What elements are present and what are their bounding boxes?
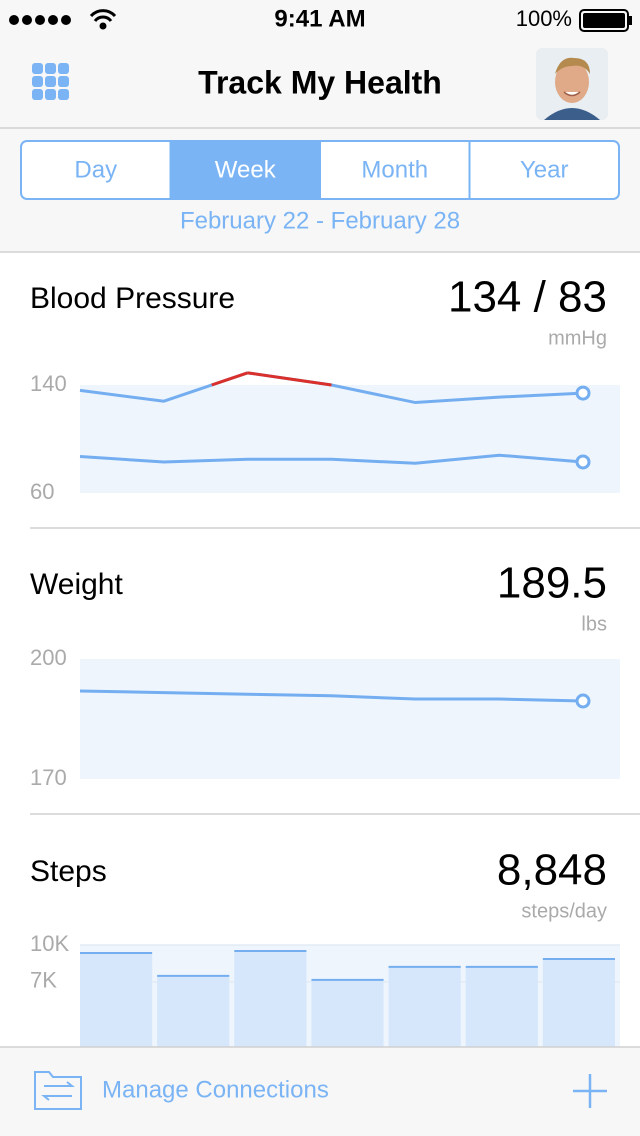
manage-connections[interactable]: Manage Connections	[102, 1076, 329, 1103]
y-tick-label: 60	[30, 479, 54, 504]
y-tick-label: 200	[30, 645, 67, 670]
segment-label[interactable]: Week	[215, 156, 277, 183]
cards: Blood Pressure 134 / 83 mmHg 140 60 Weight 189…	[30, 273, 620, 1068]
header-title: Track My Health	[198, 64, 442, 100]
signal	[9, 15, 71, 25]
toolbar: Manage Connections	[0, 1046, 640, 1136]
alert-segment	[247, 371, 332, 387]
avatar[interactable]	[536, 48, 608, 120]
add-button[interactable]	[573, 1074, 607, 1108]
card-title: Blood Pressure	[30, 282, 235, 315]
card-unit: mmHg	[548, 327, 607, 349]
y-tick-label: 10K	[30, 931, 69, 956]
y-tick-label: 170	[30, 765, 67, 790]
date-range: February 22 - February 28	[180, 207, 460, 234]
connections-icon[interactable]	[34, 1071, 82, 1110]
card-title: Weight	[30, 568, 123, 601]
toolbar-bg	[0, 1047, 640, 1136]
segment-label[interactable]: Day	[74, 156, 117, 183]
status-battery: 100%	[516, 6, 572, 31]
segment-selected	[170, 142, 320, 198]
card-reading: 134 / 83	[448, 273, 607, 322]
segment-label[interactable]: Year	[520, 156, 569, 183]
y-tick-label: 140	[30, 371, 67, 396]
chart-band	[80, 659, 620, 779]
grid-menu-icon[interactable]	[32, 63, 69, 100]
card-unit: lbs	[581, 613, 607, 635]
top-bar-bg	[0, 0, 640, 252]
card-reading: 189.5	[497, 559, 607, 608]
segmented-control: Day Week Month Year	[20, 140, 620, 200]
series-line	[79, 453, 584, 465]
battery-icon	[579, 9, 632, 32]
status-time: 9:41 AM	[274, 5, 365, 32]
latest-point	[575, 454, 591, 470]
chart-band	[80, 385, 620, 493]
card-title: Steps	[30, 855, 107, 888]
card-reading: 8,848	[497, 846, 607, 895]
alert-segment	[211, 371, 249, 387]
latest-point	[575, 385, 591, 401]
wifi	[89, 9, 117, 30]
series-line	[79, 689, 584, 703]
card-unit: steps/day	[521, 900, 607, 922]
latest-point	[575, 693, 591, 709]
y-tick-label: 7K	[30, 968, 57, 993]
segment-label[interactable]: Month	[361, 156, 428, 183]
